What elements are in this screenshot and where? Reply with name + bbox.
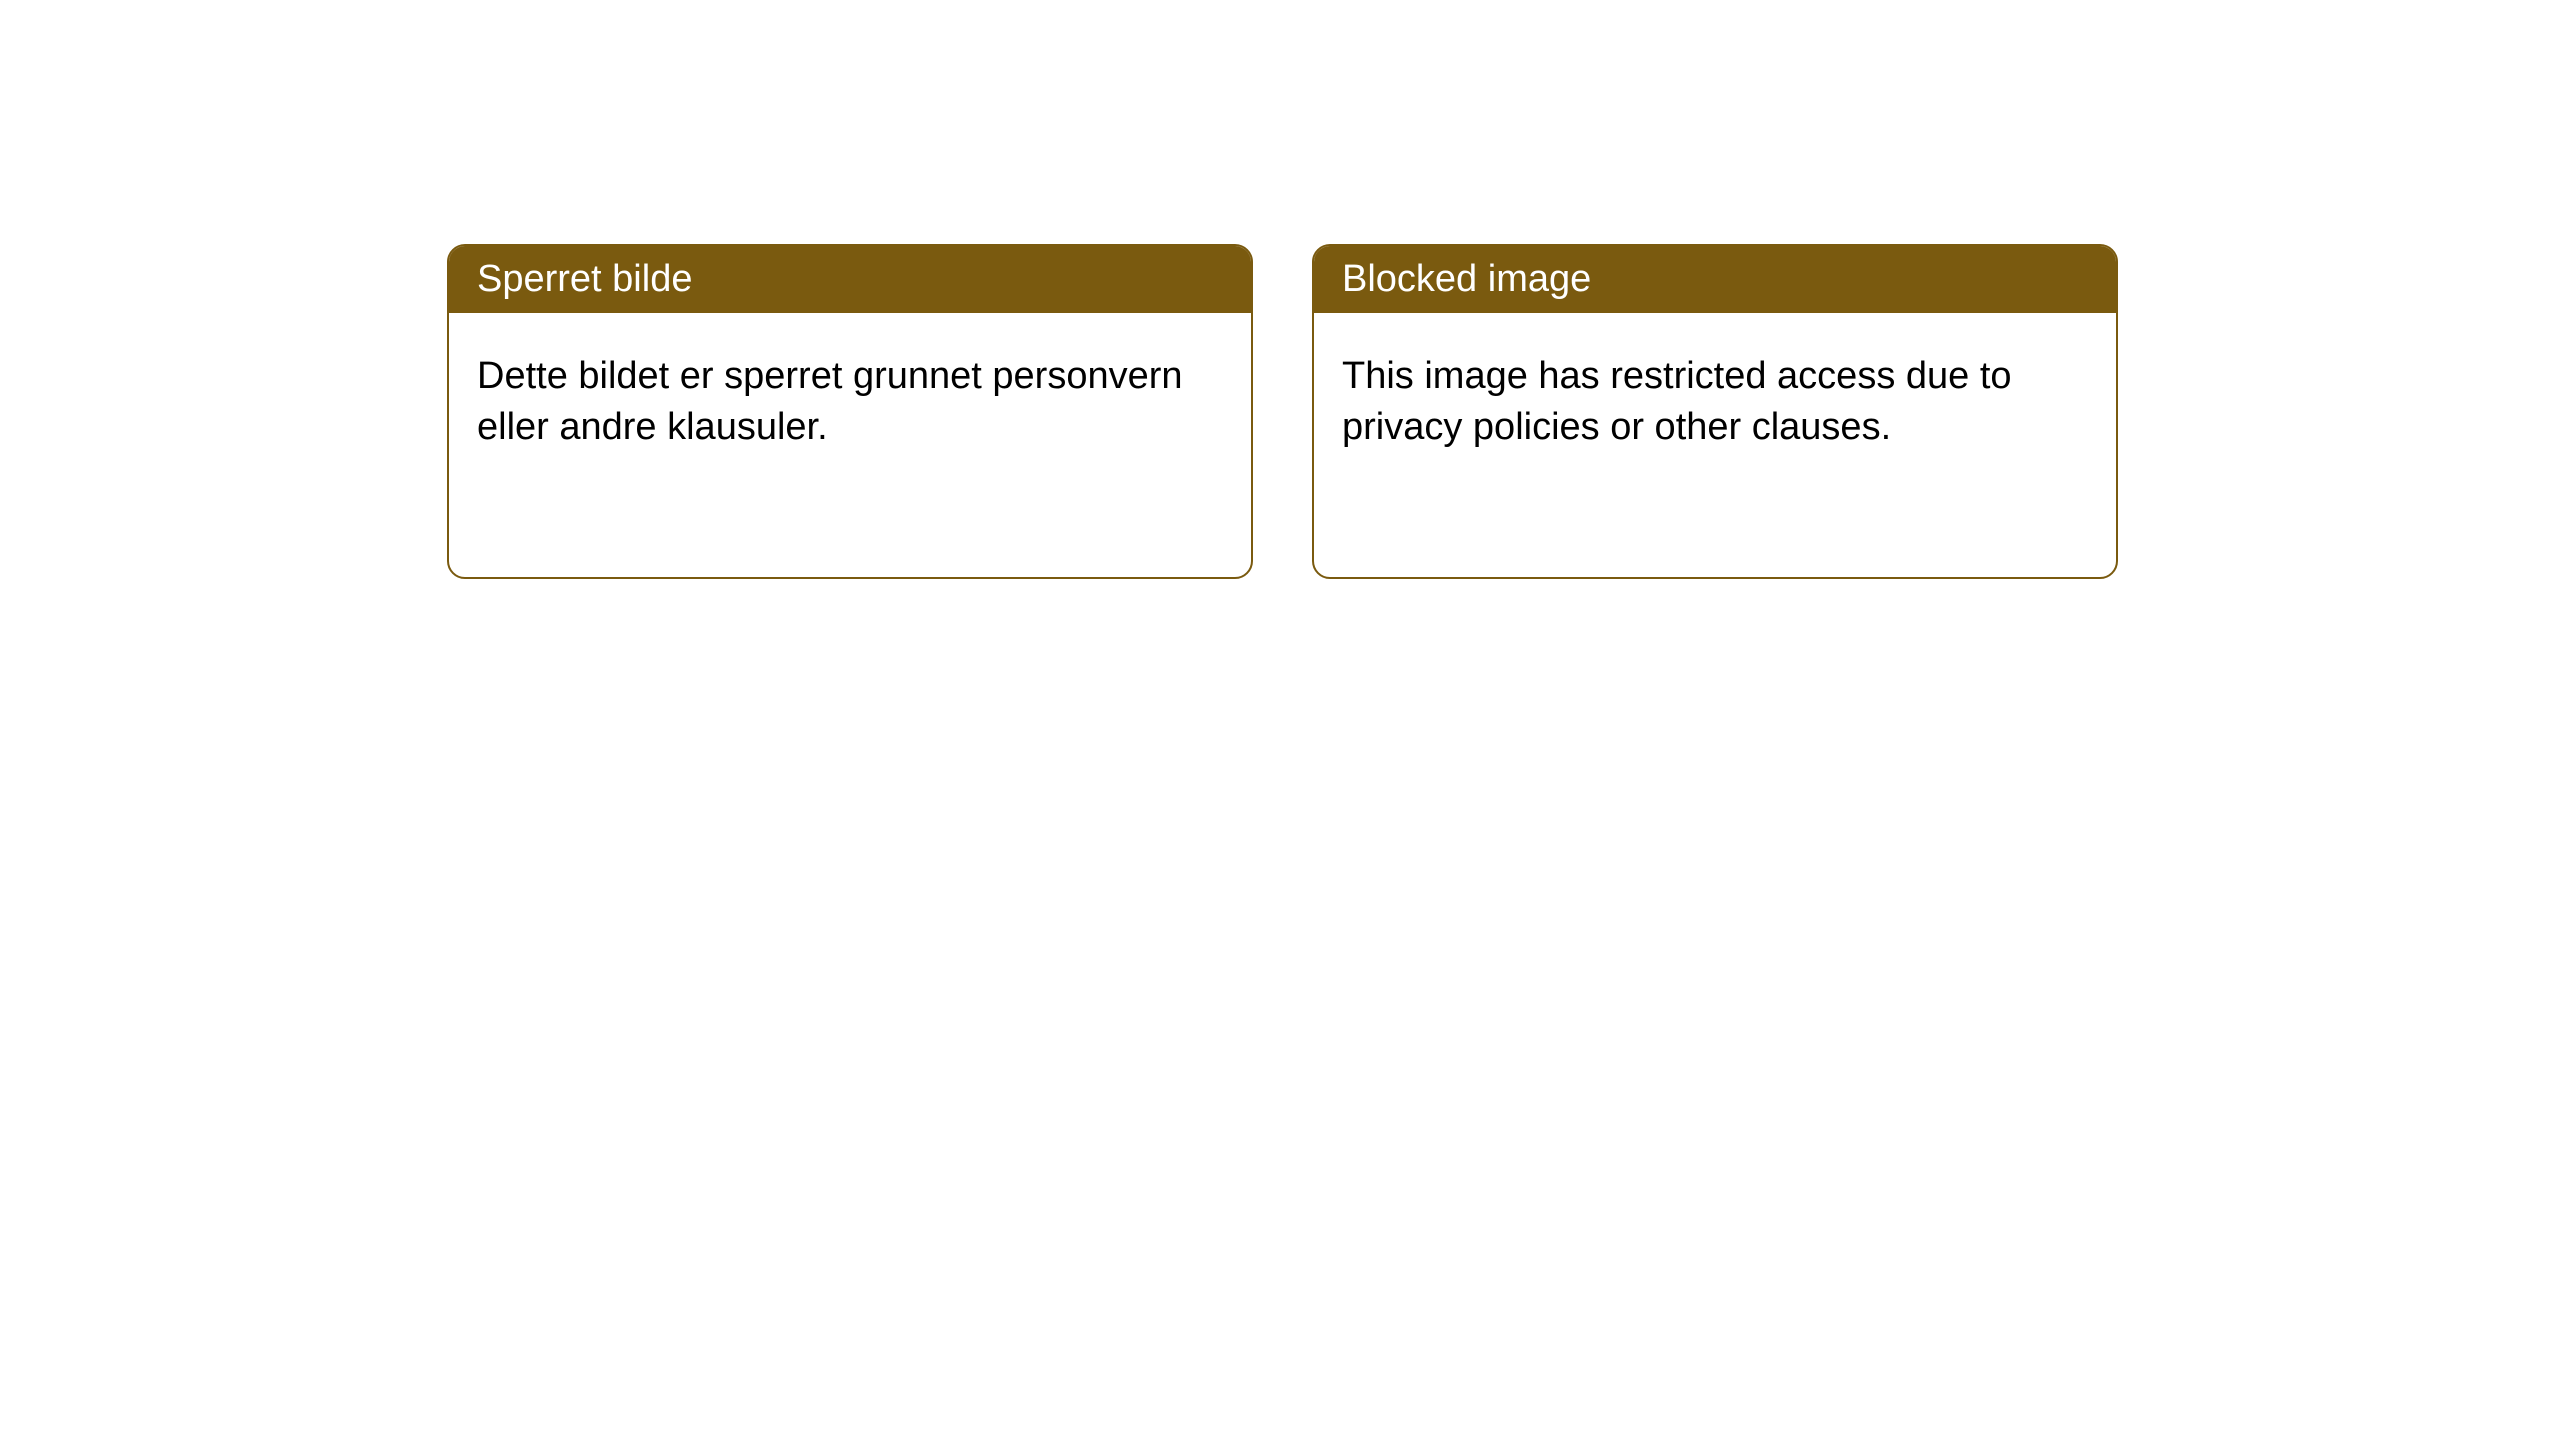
blocked-image-card-norwegian: Sperret bilde Dette bildet er sperret gr… bbox=[447, 244, 1253, 579]
card-title-norwegian: Sperret bilde bbox=[477, 258, 692, 300]
card-title-english: Blocked image bbox=[1342, 258, 1591, 300]
blocked-image-card-english: Blocked image This image has restricted … bbox=[1312, 244, 2118, 579]
card-body-english: This image has restricted access due to … bbox=[1314, 313, 2116, 492]
card-body-norwegian: Dette bildet er sperret grunnet personve… bbox=[449, 313, 1251, 492]
card-message-norwegian: Dette bildet er sperret grunnet personve… bbox=[477, 355, 1183, 448]
notice-container: Sperret bilde Dette bildet er sperret gr… bbox=[0, 0, 2560, 579]
card-header-norwegian: Sperret bilde bbox=[449, 246, 1251, 313]
card-header-english: Blocked image bbox=[1314, 246, 2116, 313]
card-message-english: This image has restricted access due to … bbox=[1342, 355, 2012, 448]
